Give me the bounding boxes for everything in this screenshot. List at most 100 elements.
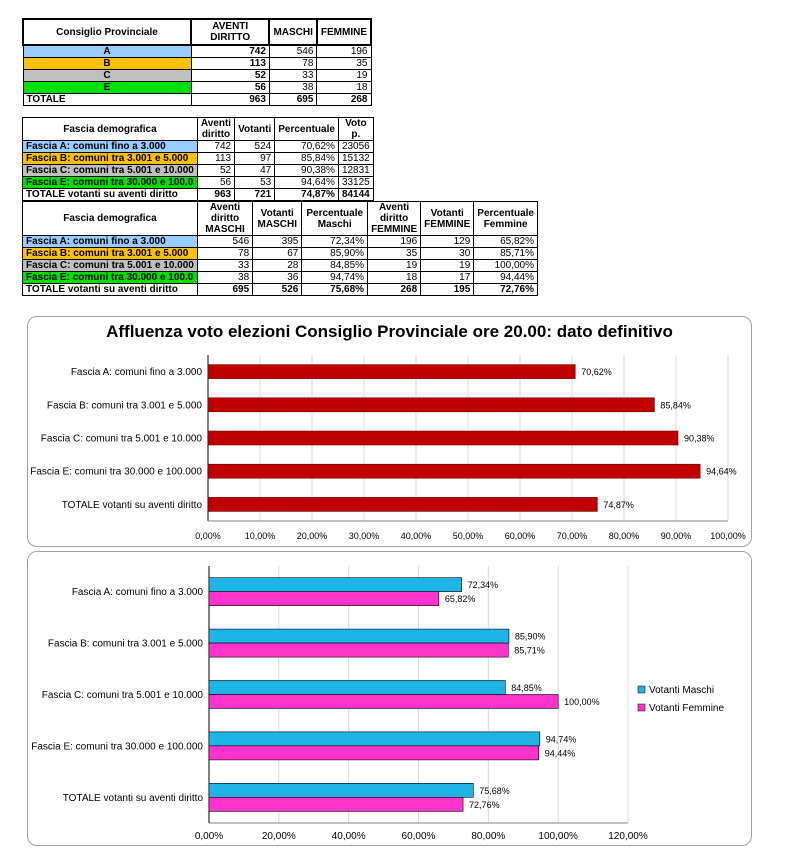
table2-row-label: Fascia C: comuni tra 5.001 e 10.000 [22,164,198,177]
chart1-x-tick-label: 70,00% [557,531,588,541]
chart2-category-label: Fascia A: comuni fino a 3.000 [72,587,204,598]
table-row: Fascia A: comuni fino a 3.000 742 524 70… [22,140,374,153]
chart1-data-label: 70,62% [581,367,612,377]
chart1-x-tick-label: 60,00% [505,531,536,541]
table3-header-3: Percentuale Maschi [301,201,369,236]
chart2-x-tick-label: 0,00% [195,831,223,842]
table1-row-label: B [22,57,192,70]
chart2-x-tick-label: 120,00% [608,831,648,842]
table2-row-label: Fascia A: comuni fino a 3.000 [22,140,198,153]
table3-cell: 695 [196,283,254,296]
table3-cell: 395 [252,235,303,248]
table-affluenza-genere: Fascia demografica Aventi diritto MASCHI… [22,201,538,296]
table2-cell: 113 [196,152,236,165]
chart2-svg: 0,00% 20,00% 40,00% 60,00% 80,00% 100,00% 120,… [31,566,724,842]
table2-cell: 53 [234,176,276,189]
table3-cell: 72,76% [473,283,538,296]
table3-cell: 195 [420,283,475,296]
table2-cell: 963 [196,188,236,201]
table2-cell: 721 [234,188,276,201]
table1-header-0: Consiglio Provinciale [22,18,192,46]
chart1-category-label: Fascia E: comuni tra 30.000 e 100.000 [30,467,202,478]
chart1-x-tick-label: 80,00% [609,531,640,541]
table3-total-label: TOTALE votanti su aventi diritto [22,283,198,296]
chart2-bar [208,591,440,607]
chart1-data-label: 74,87% [603,500,634,510]
table1-cell: 546 [268,44,318,58]
table-row: A 742 546 196 [22,44,372,58]
table3-row-label: Fascia E: comuni tra 30.000 e 100.0 [22,271,198,284]
chart1-x-tick-label: 20,00% [297,531,328,541]
table3-row-label: Fascia A: comuni fino a 3.000 [22,235,198,248]
table1-cell: 196 [316,44,372,58]
chart2-bar [208,628,510,644]
chart1-x-tick-label: 10,00% [245,531,276,541]
table3-cell: 78 [196,247,254,260]
table3-cell: 36 [252,271,303,284]
table2-cell: 47 [234,164,276,177]
chart2-data-label: 65,82% [445,594,476,604]
table-row: Fascia E: comuni tra 30.000 e 100.0 56 5… [22,176,374,189]
chart2-x-tick-label: 40,00% [332,831,366,842]
table3-cell: 33 [196,259,254,272]
chart1-category-label: TOTALE votanti su aventi diritto [62,500,203,511]
table3-cell: 85,71% [473,247,538,260]
table1-cell: 19 [316,69,372,82]
chart2-x-tick-label: 20,00% [262,831,296,842]
table1-cell: 78 [268,57,318,70]
chart1-x-tick-label: 30,00% [349,531,380,541]
table-row: Fascia C: comuni tra 5.001 e 10.000 33 2… [22,259,538,272]
table3-row-label: Fascia B: comuni tra 3.001 e 5.000 [22,247,198,260]
table1-row-label: A [22,44,192,58]
table2-cell: 23056 [337,140,374,153]
table1-header-3: FEMMINE [315,18,373,46]
table1-cell: 18 [316,81,372,94]
chart2-bar [208,577,462,593]
chart1-x-tick-label: 100,00% [710,531,746,541]
table-row: C 52 33 19 [22,69,372,82]
table3-cell: 35 [367,247,422,260]
table3-cell: 268 [367,283,422,296]
table1-header-2: MASCHI [268,18,318,46]
chart2-legend-label: Votanti Femmine [649,703,724,714]
chart2-category-label: Fascia E: comuni tra 30.000 e 100.000 [31,741,203,752]
table2-header-0: Fascia demografica [22,117,198,141]
table1-row-label: E [22,81,192,94]
chart1-category-label: Fascia C: comuni tra 5.001 e 10.000 [41,434,203,445]
chart2-bar [208,783,474,798]
table-row: Fascia B: comuni tra 3.001 e 5.000 113 9… [22,152,374,165]
table-total-row: TOTALE votanti su aventi diritto 695 526… [22,283,538,296]
table1-cell: 963 [190,93,270,106]
chart1-x-tick-label: 0,00% [195,531,221,541]
table2-cell: 85,84% [274,152,339,165]
chart1-data-label: 90,38% [684,434,715,444]
table-row: Fascia E: comuni tra 30.000 e 100.0 38 3… [22,271,538,284]
table-affluenza-totale: Fascia demografica Aventi diritto Votant… [22,117,374,201]
table3-cell: 85,90% [301,247,369,260]
chart2-legend-swatch [637,685,646,694]
table3-row-label: Fascia C: comuni tra 5.001 e 10.000 [22,259,198,272]
chart2-legend-label: Votanti Maschi [649,685,714,696]
chart1-panel: Affluenza voto elezioni Consiglio Provin… [27,316,752,547]
table3-header-2: Votanti MASCHI [252,201,303,236]
table2-header-2: Votanti [234,117,276,141]
chart2-x-tick-label: 80,00% [471,831,505,842]
table3-cell: 18 [367,271,422,284]
table1-total-label: TOTALE [22,93,192,106]
table2-row-label: Fascia E: comuni tra 30.000 e 100.0 [22,176,198,189]
table2-row-label: Fascia B: comuni tra 3.001 e 5.000 [22,152,198,165]
table-row: B 113 78 35 [22,57,372,70]
chart1-x-tick-label: 50,00% [453,531,484,541]
chart1-svg: 0,00% 10,00% 20,00% 30,00% 40,00% 50,00% 60,00… [30,355,746,541]
chart1-title: Affluenza voto elezioni Consiglio Provin… [106,322,673,341]
table3-cell: 67 [252,247,303,260]
table3-cell: 94,44% [473,271,538,284]
table-row: Fascia C: comuni tra 5.001 e 10.000 52 4… [22,164,374,177]
table1-cell: 742 [190,44,270,58]
chart1-data-label: 85,84% [660,400,691,410]
chart1-category-label: Fascia B: comuni tra 3.001 e 5.000 [47,400,203,411]
chart2-x-tick-label: 60,00% [402,831,436,842]
table3-header-4: Aventi diritto FEMMINE [367,201,422,236]
table3-header-5: Votanti FEMMINE [420,201,475,236]
table2-header-3: Percentuale [274,117,339,141]
